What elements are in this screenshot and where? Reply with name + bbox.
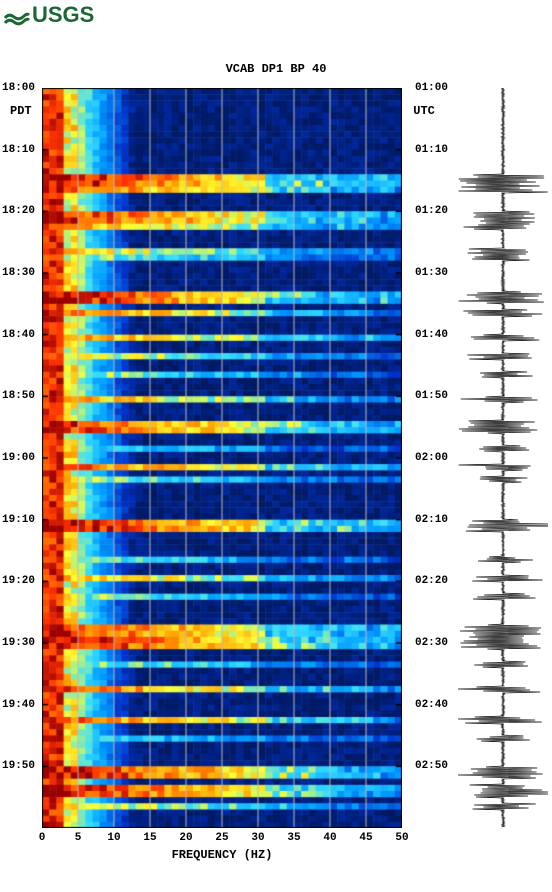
left-tick: 19:50 xyxy=(2,760,35,772)
right-time-axis: 01:0001:1001:2001:3001:4001:5002:0002:10… xyxy=(408,88,448,828)
waveform-trace xyxy=(458,88,548,827)
spectrogram-canvas xyxy=(42,88,402,828)
title-line-1: VCAB DP1 BP 40 xyxy=(0,62,552,76)
right-tick: 01:10 xyxy=(415,144,448,156)
left-tick: 18:00 xyxy=(2,82,35,94)
x-tick: 50 xyxy=(395,832,408,844)
left-tick: 19:30 xyxy=(2,637,35,649)
usgs-logo: USGS xyxy=(4,2,94,28)
right-tick: 01:00 xyxy=(415,82,448,94)
right-tick: 02:20 xyxy=(415,575,448,587)
right-tick: 02:50 xyxy=(415,760,448,772)
x-tick: 35 xyxy=(287,832,300,844)
x-tick: 15 xyxy=(143,832,156,844)
seismic-waveform xyxy=(458,88,548,828)
left-tick: 18:30 xyxy=(2,267,35,279)
left-time-axis: 18:0018:1018:2018:3018:4018:5019:0019:10… xyxy=(0,88,44,828)
left-tick: 19:20 xyxy=(2,575,35,587)
left-tick: 18:50 xyxy=(2,390,35,402)
left-tick: 19:10 xyxy=(2,514,35,526)
left-tick: 18:10 xyxy=(2,144,35,156)
x-tick: 30 xyxy=(251,832,264,844)
right-tick: 02:00 xyxy=(415,452,448,464)
x-tick: 10 xyxy=(107,832,120,844)
right-tick: 01:40 xyxy=(415,329,448,341)
left-tick: 19:00 xyxy=(2,452,35,464)
x-tick: 5 xyxy=(75,832,82,844)
x-tick: 20 xyxy=(179,832,192,844)
right-tick: 02:10 xyxy=(415,514,448,526)
x-tick: 0 xyxy=(39,832,46,844)
frequency-axis: FREQUENCY (HZ) 05101520253035404550 xyxy=(42,828,402,868)
left-tick: 19:40 xyxy=(2,699,35,711)
right-tick: 01:30 xyxy=(415,267,448,279)
left-tick: 18:40 xyxy=(2,329,35,341)
right-tick: 02:30 xyxy=(415,637,448,649)
right-tick: 02:40 xyxy=(415,699,448,711)
right-tick: 01:50 xyxy=(415,390,448,402)
left-tick: 18:20 xyxy=(2,205,35,217)
x-tick: 45 xyxy=(359,832,372,844)
x-tick: 25 xyxy=(215,832,228,844)
x-tick: 40 xyxy=(323,832,336,844)
x-axis-label: FREQUENCY (HZ) xyxy=(42,848,402,862)
right-tick: 01:20 xyxy=(415,205,448,217)
spectrogram-plot xyxy=(42,88,402,828)
logo-text: USGS xyxy=(32,2,94,28)
